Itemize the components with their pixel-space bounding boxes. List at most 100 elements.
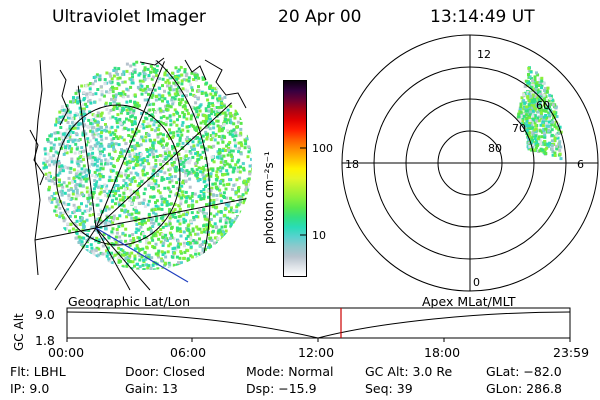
- emission-pixel: [150, 150, 154, 154]
- emission-pixel: [72, 116, 76, 120]
- polar-emission-pixel: [525, 129, 529, 132]
- emission-pixel: [173, 246, 177, 250]
- polar-emission-pixel: [531, 95, 535, 99]
- emission-pixel: [214, 236, 218, 240]
- emission-pixel: [93, 119, 97, 123]
- polar-emission-pixel: [538, 90, 542, 94]
- emission-pixel: [150, 218, 154, 222]
- emission-pixel: [98, 147, 102, 151]
- emission-pixel: [107, 215, 111, 219]
- polar-emission-pixel: [541, 98, 545, 102]
- y-tick-top: 9.0: [35, 307, 55, 322]
- emission-pixel: [77, 151, 81, 155]
- emission-pixel: [184, 174, 188, 178]
- emission-pixel: [132, 190, 136, 194]
- emission-pixel: [201, 76, 205, 80]
- emission-pixel: [82, 98, 86, 102]
- polar-emission-pixel: [526, 114, 530, 118]
- emission-pixel: [77, 176, 81, 180]
- emission-pixel: [76, 146, 80, 150]
- polar-emission-pixel: [535, 84, 538, 88]
- emission-pixel: [187, 125, 191, 128]
- emission-pixel: [209, 172, 213, 176]
- emission-pixel: [204, 230, 208, 234]
- status-glon: GLon: 286.8: [486, 381, 562, 396]
- emission-pixel: [145, 171, 149, 175]
- emission-pixel: [192, 136, 196, 140]
- emission-pixel: [189, 151, 193, 155]
- emission-pixel: [211, 134, 215, 138]
- emission-pixel: [189, 92, 193, 96]
- polar-emission-pixel: [525, 79, 529, 83]
- emission-pixel: [80, 84, 84, 88]
- emission-pixel: [151, 263, 155, 267]
- emission-pixel: [177, 177, 181, 181]
- emission-pixel: [196, 176, 200, 180]
- emission-pixel: [233, 183, 237, 186]
- emission-pixel: [159, 195, 163, 199]
- polar-emission-pixel: [532, 108, 536, 112]
- emission-pixel: [165, 73, 169, 77]
- emission-pixel: [122, 253, 126, 257]
- emission-pixel: [70, 100, 74, 104]
- emission-pixel: [93, 170, 97, 174]
- emission-pixel: [175, 226, 179, 230]
- polar-emission-pixel: [526, 141, 530, 145]
- emission-pixel: [130, 180, 134, 184]
- emission-pixel: [192, 170, 196, 174]
- emission-pixel: [206, 125, 210, 129]
- emission-pixel: [117, 92, 121, 96]
- emission-pixel: [147, 109, 151, 113]
- emission-pixel: [185, 248, 189, 252]
- emission-pixel: [95, 142, 99, 146]
- emission-pixel: [199, 103, 203, 107]
- emission-pixel: [76, 89, 80, 93]
- emission-pixel: [91, 126, 95, 130]
- emission-pixel: [195, 160, 199, 164]
- emission-pixel: [68, 110, 72, 114]
- emission-pixel: [58, 206, 62, 210]
- emission-pixel: [220, 232, 224, 236]
- emission-pixel: [79, 113, 83, 117]
- polar-emission-pixel: [556, 136, 560, 140]
- emission-pixel: [134, 216, 138, 220]
- emission-pixel: [117, 225, 121, 228]
- emission-pixel: [110, 77, 114, 81]
- emission-pixel: [86, 140, 90, 144]
- emission-pixel: [168, 76, 172, 80]
- polar-emission-pixel: [528, 137, 532, 141]
- emission-pixel: [124, 239, 128, 243]
- emission-pixel: [211, 89, 215, 93]
- emission-pixel: [130, 145, 134, 149]
- emission-pixel: [177, 204, 181, 208]
- emission-pixel: [219, 217, 223, 221]
- emission-pixel: [166, 250, 170, 254]
- altitude-curve: [66, 311, 571, 339]
- polar-emission-pixel: [544, 95, 548, 99]
- emission-pixel: [138, 182, 142, 186]
- emission-pixel: [216, 100, 220, 104]
- emission-pixel: [60, 164, 64, 168]
- emission-pixel: [125, 176, 129, 180]
- emission-pixel: [111, 131, 115, 135]
- emission-pixel: [154, 60, 158, 64]
- polar-emission-pixel: [555, 147, 559, 151]
- emission-pixel: [140, 179, 144, 183]
- emission-pixel: [55, 120, 59, 124]
- emission-pixel: [114, 142, 118, 146]
- emission-pixel: [54, 178, 58, 182]
- emission-pixel: [218, 231, 222, 235]
- polar-emission-pixel: [527, 116, 531, 120]
- emission-pixel: [127, 134, 131, 137]
- emission-pixel: [195, 109, 199, 113]
- emission-pixel: [118, 222, 122, 226]
- emission-pixel: [103, 82, 107, 86]
- emission-pixel: [211, 131, 215, 135]
- polar-emission-pixel: [557, 128, 561, 132]
- emission-pixel: [125, 262, 129, 266]
- polar-emission-pixel: [541, 121, 545, 125]
- emission-pixel: [183, 195, 187, 199]
- emission-pixel: [186, 211, 189, 215]
- emission-pixel: [134, 164, 138, 167]
- emission-pixel: [201, 145, 205, 149]
